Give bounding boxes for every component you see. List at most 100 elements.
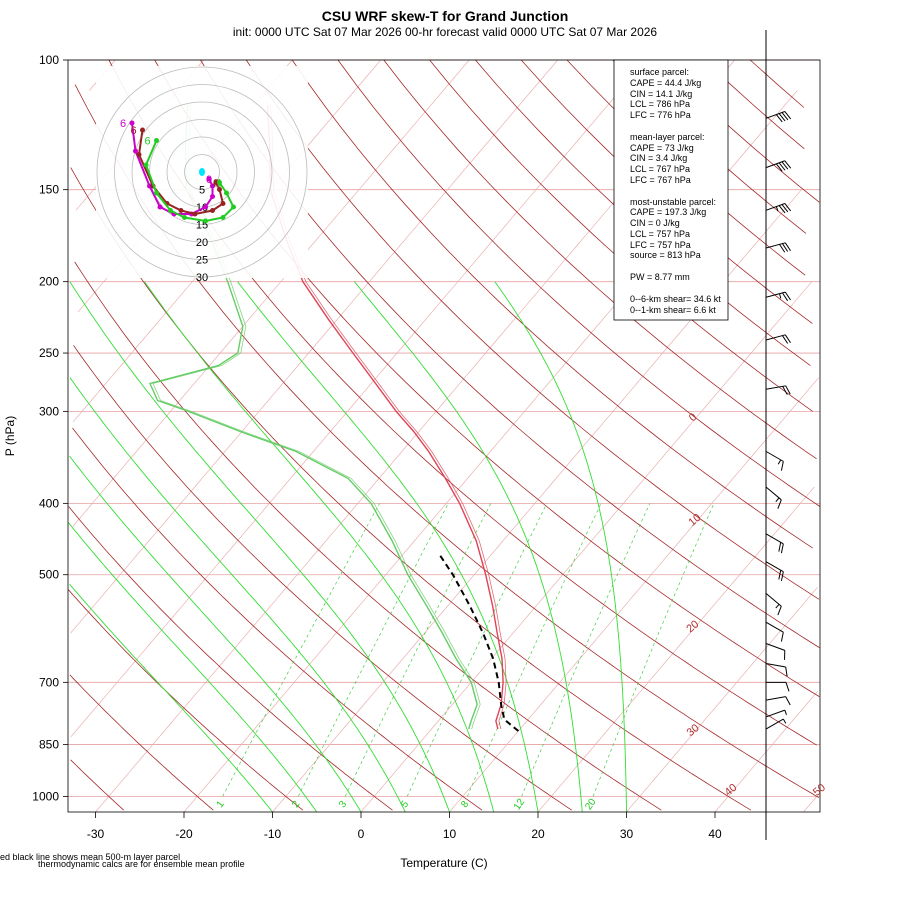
- wind-barb: [765, 242, 791, 253]
- barb-flag: [781, 161, 789, 170]
- mixing-ratio-label: 5: [399, 799, 411, 810]
- hodograph-end-label: 6: [120, 118, 126, 130]
- barb-flag: [778, 205, 786, 214]
- barb-flag: [780, 632, 784, 642]
- barb-shaft: [765, 160, 785, 169]
- barb-flag: [778, 113, 786, 122]
- barb-flag: [784, 291, 791, 301]
- hodograph-point: [192, 211, 198, 217]
- hodograph-point: [220, 201, 226, 206]
- barb-flag: [775, 163, 783, 172]
- hodograph-point: [154, 190, 159, 196]
- footnote-parcel: ed black line shows mean 500-m layer par…: [0, 852, 180, 862]
- mixing-ratio-line: [406, 503, 548, 797]
- barb-shaft: [765, 621, 784, 633]
- isotherm-line: [70, 59, 647, 738]
- barb-flag: [780, 571, 784, 582]
- hodograph-point: [217, 180, 222, 185]
- dry-adiabat-line: [108, 59, 818, 746]
- dry-adiabat-line: [291, 59, 813, 549]
- isotherm-line: [714, 691, 818, 813]
- wind-barbs: [765, 30, 792, 840]
- wind-barb: [765, 160, 792, 172]
- barb-flag: [778, 162, 786, 171]
- isotherm-line: [626, 587, 818, 813]
- mixing-ratio-label: 2: [290, 799, 302, 810]
- isotherm-line: [72, 59, 470, 527]
- barb-half-flag: [775, 497, 780, 503]
- hodograph-start-label: 0: [213, 178, 219, 190]
- barb-shaft: [765, 718, 784, 730]
- hodograph-trace: [144, 140, 235, 223]
- mixing-ratio-label: 1: [215, 799, 227, 810]
- barb-flag: [778, 542, 782, 552]
- barb-flag: [781, 112, 789, 121]
- x-tick-label: 40: [708, 827, 722, 841]
- barb-flag: [782, 386, 788, 395]
- barb-flag: [778, 570, 782, 580]
- hodograph-ring-label: 30: [196, 272, 208, 284]
- dry-adiabat-line: [245, 59, 820, 600]
- barb-flag: [784, 242, 791, 251]
- stats-pw: PW = 8.77 mm: [630, 272, 690, 282]
- axes: [67, 59, 821, 813]
- stats-surface-cape: CAPE = 44.4 J/kg: [630, 78, 701, 88]
- mixing-ratio-line: [592, 503, 715, 797]
- barb-flag: [782, 243, 789, 252]
- hodograph-ring-label: 25: [196, 255, 208, 267]
- isotherm-line: [360, 281, 813, 813]
- isotherm-line: [449, 377, 819, 813]
- hodograph-start-label: 1: [217, 178, 223, 190]
- mixing-ratio-label: 3: [337, 799, 349, 810]
- hodograph-point: [231, 204, 236, 210]
- mixing-ratio-label: 20: [583, 796, 599, 812]
- barb-flag: [775, 114, 783, 123]
- hodograph-ring-label: 20: [196, 237, 208, 249]
- hodograph-point: [220, 215, 226, 220]
- mixing-ratio-line: [344, 503, 492, 797]
- barb-flag: [784, 334, 791, 344]
- hodograph-ring: [96, 66, 308, 278]
- barb-flag: [781, 204, 789, 213]
- wind-barb: [765, 643, 786, 660]
- isotherm-line: [272, 189, 802, 813]
- hodograph-point: [178, 208, 184, 213]
- y-tick-label: 250: [39, 346, 59, 360]
- hodograph-point: [210, 183, 215, 189]
- stats-surface-lcl: LCL = 786 hPa: [630, 99, 690, 109]
- stats-frame: [613, 59, 729, 321]
- barb-flag: [785, 666, 788, 677]
- hodograph-point: [143, 162, 149, 168]
- isotherm-label: 30: [685, 722, 702, 739]
- y-tick-label: 700: [39, 675, 59, 689]
- wind-barb: [765, 709, 787, 718]
- dry-adiabat-line: [68, 506, 393, 811]
- hodograph-point: [224, 190, 229, 196]
- footnote-calcs: thermodynamic calcs are for ensemble mea…: [38, 859, 245, 869]
- hodograph-point: [206, 176, 212, 182]
- barb-flag: [784, 160, 792, 169]
- mixing-ratio-label: 12: [512, 796, 528, 812]
- moist-adiabat-line: [69, 377, 406, 813]
- chart-title: CSU WRF skew-T for Grand Junction: [322, 8, 569, 24]
- dry-adiabat-line: [72, 427, 483, 811]
- hodograph-point: [136, 152, 142, 157]
- hodograph-point: [157, 204, 163, 210]
- mixing-ratio-line: [466, 503, 602, 797]
- hodograph-ring: [184, 154, 220, 190]
- isotherm-line: [537, 486, 815, 813]
- barb-flag: [777, 499, 782, 509]
- mixing-ratio-label: 8: [459, 799, 471, 810]
- barb-flag: [785, 696, 791, 706]
- dry-adiabat-line: [74, 84, 820, 799]
- hodograph-point: [210, 208, 215, 213]
- barb-shaft: [765, 334, 786, 341]
- storm-motion-marker: [199, 168, 205, 176]
- stats-mu-lcl: LCL = 757 hPa: [630, 229, 690, 239]
- wind-barb: [765, 561, 784, 582]
- y-tick-label: 500: [39, 568, 59, 582]
- y-tick-label: 150: [39, 183, 59, 197]
- hodograph-point: [203, 218, 208, 224]
